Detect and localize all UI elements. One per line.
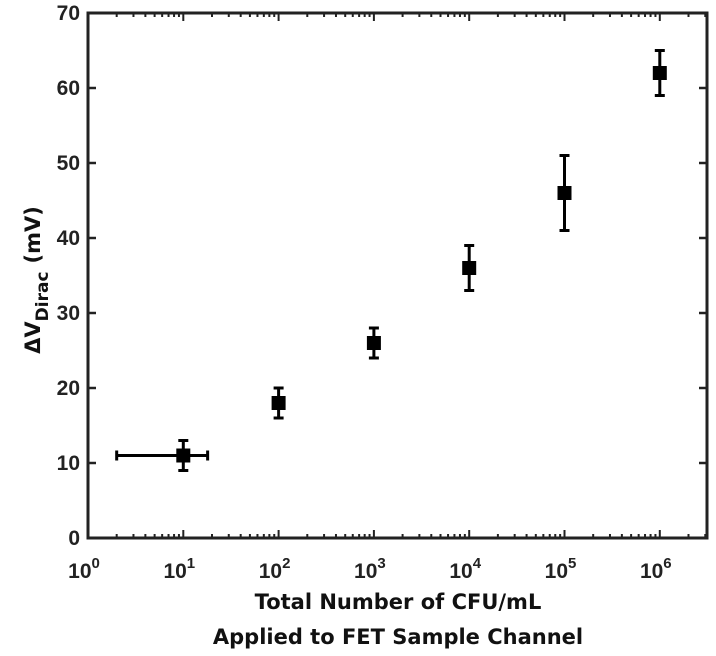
- y-tick-label: 70: [57, 2, 80, 25]
- x-tick-label: 103: [354, 555, 386, 583]
- y-axis-title-subscript: Dirac: [33, 271, 53, 321]
- square-marker: [366, 336, 381, 350]
- square-marker: [176, 448, 191, 463]
- data-point: [366, 326, 381, 360]
- svg-text:ΔVDirac(mV): ΔVDirac (mV): [21, 206, 53, 354]
- y-axis-title-unit: (mV): [21, 206, 45, 263]
- y-tick-label: 60: [57, 77, 80, 100]
- x-axis-tick-labels: 100 101 102 103 104 105 106: [68, 555, 672, 583]
- data-point: [271, 386, 286, 420]
- square-marker: [652, 66, 667, 80]
- plot-frame: [86, 11, 709, 540]
- x-tick-label: 104: [449, 555, 481, 583]
- y-axis-title: ΔVDirac (mV): [21, 206, 53, 354]
- x-axis-title-line1: Total Number of CFU/mL: [255, 590, 542, 614]
- axis-ticks: [87, 11, 707, 540]
- square-marker: [271, 396, 286, 410]
- y-tick-label: 20: [57, 377, 80, 400]
- x-tick-label: 100: [68, 555, 100, 583]
- x-tick-label: 105: [545, 555, 577, 583]
- square-marker: [462, 261, 477, 275]
- y-axis-title-delta: Δ: [21, 337, 45, 354]
- y-tick-label: 50: [57, 152, 80, 175]
- x-tick-label: 101: [163, 555, 195, 583]
- data-point: [652, 49, 667, 97]
- data-points: [115, 49, 667, 472]
- x-tick-label: 106: [640, 555, 672, 583]
- data-point: [462, 244, 477, 292]
- square-marker: [557, 186, 572, 200]
- x-tick-label: 102: [259, 555, 291, 583]
- y-tick-label: 0: [68, 527, 80, 550]
- data-point: [557, 154, 572, 232]
- y-tick-label: 10: [57, 452, 80, 475]
- y-tick-label: 30: [57, 302, 80, 325]
- plot-border: [86, 11, 709, 540]
- y-tick-label: 40: [57, 227, 80, 250]
- x-axis-title-line2: Applied to FET Sample Channel: [213, 625, 583, 649]
- y-axis-tick-labels: 0 10 20 30 40 50 60 70: [57, 2, 80, 550]
- data-point: [115, 439, 210, 472]
- y-axis-title-v: V: [21, 321, 45, 338]
